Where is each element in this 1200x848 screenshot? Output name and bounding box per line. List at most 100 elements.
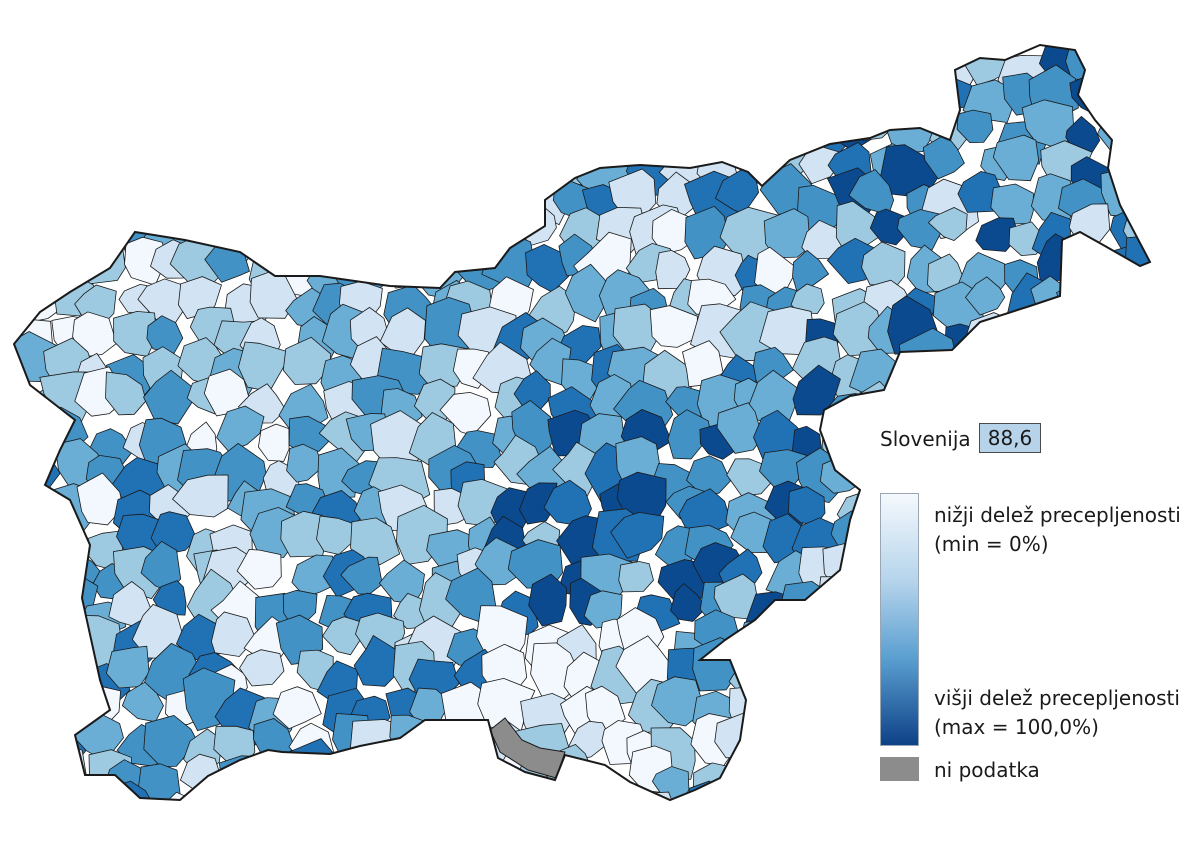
municipality-region bbox=[252, 148, 303, 204]
municipality-region bbox=[289, 74, 331, 113]
municipality-region bbox=[869, 69, 913, 113]
municipality-region bbox=[105, 645, 150, 689]
municipality-region bbox=[761, 636, 796, 676]
municipality-region bbox=[704, 45, 746, 48]
municipality-region bbox=[1108, 332, 1150, 390]
municipality-region bbox=[111, 45, 164, 85]
municipality-region bbox=[618, 47, 660, 91]
municipality-region bbox=[183, 162, 227, 214]
municipality-region bbox=[1055, 45, 1104, 52]
municipality-region bbox=[830, 686, 875, 745]
municipality-region bbox=[414, 45, 463, 96]
municipality-region bbox=[1066, 780, 1111, 800]
municipality-region bbox=[765, 757, 819, 800]
municipality-region bbox=[1046, 323, 1077, 360]
municipality-region bbox=[377, 776, 429, 800]
municipality-region bbox=[14, 219, 21, 266]
municipality-region bbox=[113, 310, 157, 357]
municipality-region bbox=[257, 115, 295, 149]
municipality-region bbox=[1060, 314, 1112, 370]
municipality-region bbox=[343, 45, 386, 91]
municipality-region bbox=[145, 180, 197, 225]
municipality-region bbox=[619, 124, 658, 163]
municipality-region bbox=[203, 83, 252, 129]
municipality-region bbox=[151, 45, 195, 50]
national-value-badge: 88,6 bbox=[979, 423, 1041, 453]
municipality-region bbox=[210, 611, 256, 657]
municipality-region bbox=[930, 391, 968, 432]
municipality-region bbox=[1029, 335, 1087, 383]
municipality-region bbox=[585, 73, 629, 116]
municipality-region bbox=[143, 369, 195, 425]
municipality-region bbox=[14, 673, 31, 733]
municipality-region bbox=[351, 755, 399, 796]
municipality-region bbox=[37, 131, 91, 184]
municipality-region bbox=[1144, 550, 1150, 587]
municipality-region bbox=[667, 105, 706, 154]
municipality-region bbox=[95, 86, 134, 119]
municipality-region bbox=[921, 622, 967, 665]
municipality-region bbox=[290, 45, 340, 61]
municipality-region bbox=[18, 144, 65, 195]
municipality-region bbox=[894, 45, 938, 46]
municipality-region bbox=[729, 45, 775, 57]
municipality-region bbox=[483, 47, 542, 91]
municipality-region bbox=[1089, 780, 1144, 800]
municipality-region bbox=[934, 455, 970, 491]
municipality-region bbox=[995, 4, 1040, 43]
municipality-region bbox=[512, 88, 551, 125]
municipality-region bbox=[1056, 278, 1104, 330]
municipality-region bbox=[319, 145, 375, 191]
municipality-region bbox=[289, 216, 348, 267]
municipality-region bbox=[1069, 580, 1114, 631]
municipality-region bbox=[14, 747, 64, 800]
municipality-region bbox=[171, 474, 229, 518]
municipality-region bbox=[1125, 702, 1150, 758]
municipality-region bbox=[426, 721, 466, 762]
municipality-region bbox=[257, 423, 290, 462]
municipality-region bbox=[1104, 45, 1146, 82]
municipality-region bbox=[627, 791, 679, 800]
municipality-region bbox=[854, 775, 898, 800]
municipality-region bbox=[14, 74, 46, 117]
municipality-region bbox=[658, 45, 701, 62]
municipality-region bbox=[14, 513, 47, 561]
municipality-region bbox=[1078, 260, 1116, 296]
municipality-region bbox=[421, 745, 465, 793]
municipality-region bbox=[476, 107, 533, 168]
municipality-region bbox=[556, 86, 598, 130]
municipality-region bbox=[67, 45, 123, 64]
municipality-region bbox=[420, 68, 467, 118]
municipality-region bbox=[152, 580, 187, 616]
municipality-region bbox=[529, 337, 572, 387]
municipality-region bbox=[137, 116, 184, 162]
municipality-region bbox=[756, 45, 814, 99]
municipality-region bbox=[869, 208, 908, 246]
municipality-region bbox=[761, 730, 800, 770]
municipality-region bbox=[424, 176, 469, 217]
municipality-region bbox=[391, 74, 438, 123]
municipality-region bbox=[763, 208, 811, 259]
municipality-region bbox=[512, 47, 556, 97]
municipality-region bbox=[788, 647, 842, 705]
municipality-region bbox=[273, 776, 329, 800]
municipality-region bbox=[951, 593, 1000, 636]
municipality-region bbox=[272, 686, 322, 730]
municipality-region bbox=[924, 45, 973, 60]
municipality-region bbox=[1097, 45, 1150, 53]
municipality-region bbox=[836, 719, 886, 766]
municipality-region bbox=[692, 86, 726, 127]
municipality-region bbox=[1097, 112, 1141, 159]
municipality-region bbox=[315, 112, 355, 159]
municipality-region bbox=[773, 698, 807, 736]
municipality-region bbox=[1130, 295, 1150, 355]
municipality-region bbox=[1096, 562, 1133, 601]
municipality-region bbox=[625, 2, 673, 43]
municipality-region bbox=[423, 107, 477, 162]
municipality-region bbox=[1132, 130, 1150, 184]
municipality-region bbox=[1059, 417, 1121, 471]
municipality-region bbox=[831, 787, 880, 800]
municipality-region bbox=[109, 168, 150, 215]
municipality-region bbox=[14, 710, 16, 760]
municipality-region bbox=[42, 115, 88, 169]
